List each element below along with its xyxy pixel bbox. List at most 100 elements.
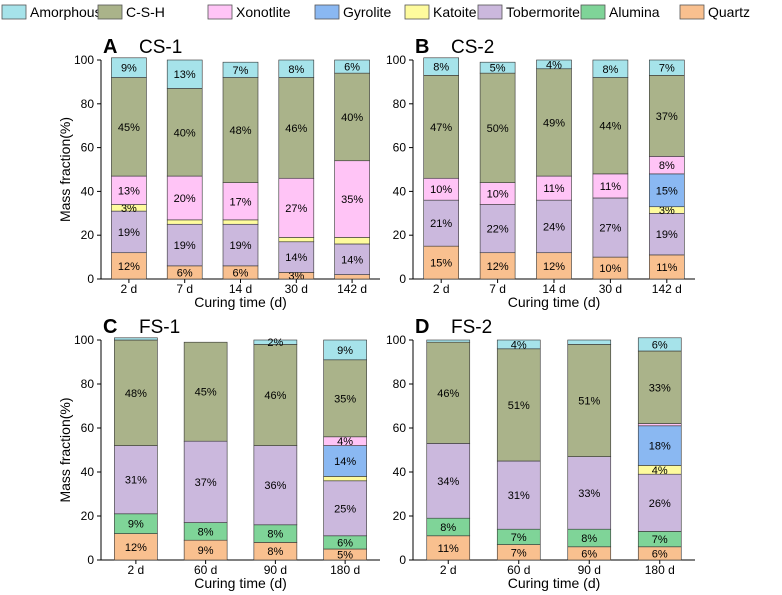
panel-a-data-label-3-csh: 46% <box>285 123 307 135</box>
panel-a-data-label-3-xonotlite: 27% <box>285 203 307 215</box>
panel-c-data-label-1-tobermorite: 37% <box>195 477 217 489</box>
legend-label-xonotlite: Xonotlite <box>236 4 291 20</box>
panel-b-xtick-label-3: 30 d <box>599 282 622 296</box>
panel-b-bar-1-amorphous <box>479 61 516 74</box>
panel-a-bar-4-katoite <box>334 237 370 245</box>
panel-a-ytick-label-4: 80 <box>81 97 95 111</box>
panel-c-ytick-label-3: 60 <box>81 421 95 435</box>
panel-b-bar-0-tobermorite <box>423 199 460 247</box>
legend-swatch-alumina <box>580 4 606 20</box>
legend-swatch-tobermorite <box>477 4 503 20</box>
panel-d-data-label-0-csh: 46% <box>437 388 459 400</box>
panel-b-bar-0-csh <box>423 75 460 179</box>
panel-b-data-label-1-amorphous: 5% <box>490 63 506 75</box>
panel-a-bar-4-xonotlite <box>334 160 370 238</box>
panel-a-data-label-3-tobermorite: 14% <box>285 252 307 264</box>
panel-d-ytick-label-4: 80 <box>393 377 407 391</box>
legend-swatch-xonotlite <box>207 4 233 20</box>
panel-c-data-label-3-xonotlite: 4% <box>337 436 353 448</box>
panel-b-xtick-label-4: 142 d <box>652 282 682 296</box>
panel-d-data-label-2-alumina: 8% <box>581 533 597 545</box>
panel-a-xtick-label-1: 7 d <box>176 282 193 296</box>
panel-d-data-label-3-quartz: 6% <box>652 548 668 560</box>
legend-label-tobermorite: Tobermorite <box>506 4 580 20</box>
panel-b-bar-1-quartz <box>479 252 516 280</box>
panel-d-data-label-3-katoite: 4% <box>652 465 668 477</box>
panel-a-bar-3-xonotlite <box>278 177 315 238</box>
panel-a-xtick-label-3: 30 d <box>285 282 308 296</box>
panel-b-x-axis-title: Curing time (d) <box>508 294 601 310</box>
panel-a-bar-4-tobermorite <box>334 243 370 275</box>
panel-d-bar-2-tobermorite <box>567 456 612 530</box>
panel-c-data-label-3-gyrolite: 14% <box>334 456 356 468</box>
panel-b-data-label-2-xonotlite: 11% <box>543 183 564 195</box>
panel-d-xtick-label-2: 90 d <box>578 563 601 577</box>
panel-c-bar-2-amorphous <box>253 339 298 345</box>
panel-b-bar-4-amorphous <box>648 59 685 76</box>
panel-d-ytick-label-0: 0 <box>399 553 406 567</box>
panel-a-data-label-3-quartz: 3% <box>288 271 304 283</box>
panel-c-ytick-label-0: 0 <box>87 553 94 567</box>
panel-a-letter: A <box>103 36 117 58</box>
panel-c-ytick-label-1: 20 <box>81 509 95 523</box>
legend-label-quartz: Quartz <box>708 4 750 20</box>
panel-b-xtick-label-2: 14 d <box>542 282 565 296</box>
panel-d-data-label-3-tobermorite: 26% <box>649 498 671 510</box>
panel-a-bar-2-xonotlite <box>222 182 259 221</box>
panel-a-bar-3-tobermorite <box>278 241 315 273</box>
panel-b-data-label-1-xonotlite: 10% <box>487 189 509 201</box>
panel-a-bar-4-amorphous <box>334 59 370 74</box>
panel-b-ytick-label-1: 20 <box>393 228 407 242</box>
panel-c-data-label-1-quartz: 9% <box>198 545 214 557</box>
panel-d-ytick-label-2: 40 <box>393 465 407 479</box>
panel-a-bar-0-amorphous <box>111 57 147 78</box>
panel-a-y-axis-title: Mass fraction(%) <box>57 117 73 222</box>
panel-d-bar-0-tobermorite <box>426 443 471 519</box>
panel-d-bar-3-amorphous <box>637 337 682 352</box>
panel-a-data-label-2-csh: 48% <box>229 125 251 137</box>
panel-a-bar-4-quartz <box>334 274 370 280</box>
panel-d-data-label-0-quartz: 11% <box>438 543 459 555</box>
panel-a-data-label-1-xonotlite: 20% <box>174 193 196 205</box>
panel-c-bar-3-csh <box>323 359 367 438</box>
panel-a-data-label-0-xonotlite: 13% <box>118 185 140 197</box>
panel-b-bar-4-quartz <box>648 254 685 280</box>
panel-c-bar-0-csh <box>114 339 158 446</box>
legend-label-alumina: Alumina <box>609 4 660 20</box>
panel-a-ytick-label-2: 40 <box>81 184 95 198</box>
panel-b-bar-2-xonotlite <box>536 175 572 201</box>
panel-d-bar-3-csh <box>637 350 682 424</box>
panel-c-bar-3-amorphous <box>323 339 367 361</box>
panel-c-data-label-2-alumina: 8% <box>267 529 283 541</box>
legend-label-csh: C-S-H <box>126 4 165 20</box>
panel-a-bar-2-csh <box>222 77 259 183</box>
panel-a-xtick-label-0: 2 d <box>121 282 138 296</box>
panel-c-data-label-2-amorphous: 2% <box>267 337 283 349</box>
panel-a-data-label-0-quartz: 12% <box>118 261 140 273</box>
panel-a-data-label-0-csh: 45% <box>118 122 140 134</box>
panel-b-ytick-label-2: 40 <box>393 184 407 198</box>
panel-b-bar-3-amorphous <box>592 59 629 78</box>
panel-d-ytick-label-3: 60 <box>393 421 407 435</box>
panel-b-bar-1-csh <box>479 72 516 183</box>
panel-b-data-label-2-tobermorite: 24% <box>543 221 565 233</box>
panel-d-bar-0-quartz <box>426 535 471 561</box>
panel-a-data-label-0-amorphous: 9% <box>121 63 137 75</box>
panel-b-bar-2-quartz <box>536 252 572 280</box>
panel-d-title: FS-2 <box>451 317 492 338</box>
panel-d-data-label-2-tobermorite: 33% <box>578 488 600 500</box>
panel-b-xtick-label-0: 2 d <box>433 282 450 296</box>
panel-d-xtick-label-1: 60 d <box>507 563 530 577</box>
panel-b-data-label-0-tobermorite: 21% <box>430 218 452 230</box>
panel-d-data-label-0-tobermorite: 34% <box>437 476 459 488</box>
panel-c-bar-1-csh <box>183 341 228 442</box>
panel-a-data-label-0-katoite: 3% <box>121 203 137 215</box>
panel-c-y-axis-title: Mass fraction(%) <box>57 397 73 502</box>
panel-b-data-label-2-csh: 49% <box>543 117 565 129</box>
legend-swatch-amorphous <box>1 4 27 20</box>
panel-a-bar-3-csh <box>278 77 315 179</box>
legend-label-gyrolite: Gyrolite <box>343 4 391 20</box>
panel-a-ytick-label-3: 60 <box>81 141 95 155</box>
panel-a-bar-1-katoite <box>166 219 203 225</box>
panel-d-bar-2-csh <box>567 344 612 457</box>
